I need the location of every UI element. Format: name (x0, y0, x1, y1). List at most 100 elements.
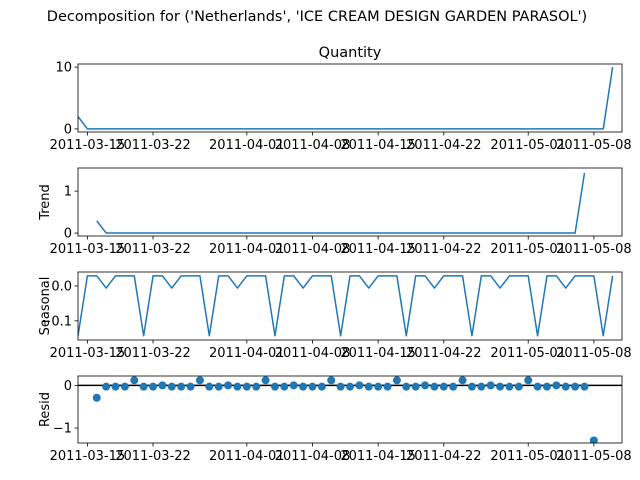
resid-point (430, 382, 439, 391)
resid-point (571, 382, 580, 391)
y-axis-label: Seasonal (38, 277, 53, 336)
resid-point (158, 381, 167, 390)
x-tick-label: 2011-04-08 (275, 138, 351, 153)
resid-point (214, 382, 223, 391)
x-tick-label: 2011-03-22 (115, 138, 191, 153)
resid-point (374, 382, 383, 391)
plot-area (78, 66, 614, 130)
resid-point (233, 382, 242, 391)
y-axis-label: Trend (38, 184, 53, 221)
y-tick-label: 1 (64, 185, 72, 200)
axes-frame (77, 167, 623, 237)
resid-point (580, 382, 589, 391)
x-tick-label: 2011-04-22 (406, 449, 482, 464)
resid-point (458, 376, 467, 385)
resid-point (411, 382, 420, 391)
resid-point (308, 382, 317, 391)
resid-point (149, 382, 158, 391)
x-tick-label: 2011-04-08 (275, 346, 351, 361)
axes-frame (77, 63, 623, 133)
resid-point (486, 381, 495, 390)
resid-point (317, 382, 326, 391)
plot-area (96, 172, 586, 234)
resid-point (252, 382, 261, 391)
y-tick-label: 0 (64, 122, 72, 137)
x-tick-label: 2011-04-22 (406, 138, 482, 153)
y-tick-label: 0.0 (51, 279, 72, 294)
plot-area (78, 275, 614, 337)
resid-point (261, 376, 270, 385)
x-tick-label: 2011-04-01 (209, 449, 285, 464)
resid-point (421, 381, 430, 390)
resid-point (449, 382, 458, 391)
resid-point (186, 382, 195, 391)
resid-point (299, 382, 308, 391)
resid-point (111, 382, 120, 391)
y-tick-label: −1 (53, 422, 72, 437)
resid-point (477, 382, 486, 391)
resid-point (205, 382, 214, 391)
resid-point (130, 376, 139, 385)
resid-point (177, 382, 186, 391)
resid-point (561, 382, 570, 391)
resid-point (92, 393, 101, 402)
resid-point (467, 382, 476, 391)
resid-point (364, 382, 373, 391)
resid-point (533, 382, 542, 391)
x-tick-label: 2011-05-01 (490, 242, 566, 257)
x-tick-label: 2011-03-15 (50, 138, 126, 153)
resid-point (589, 436, 598, 443)
resid-point (336, 382, 345, 391)
resid-point (327, 376, 336, 385)
x-tick-label: 2011-05-01 (490, 449, 566, 464)
resid-point (242, 382, 251, 391)
panel-title: Quantity (319, 45, 382, 61)
resid-point (496, 382, 505, 391)
resid-point (270, 382, 279, 391)
x-tick-label: 2011-03-15 (50, 346, 126, 361)
resid-point (139, 382, 148, 391)
figure-title: Decomposition for ('Netherlands', 'ICE C… (47, 9, 587, 25)
plot-area (78, 376, 622, 443)
y-tick-label: 0 (64, 379, 72, 394)
y-tick-label: −0.1 (40, 314, 72, 329)
x-tick-label: 2011-04-15 (340, 346, 416, 361)
resid-point (524, 376, 533, 385)
resid-point (224, 381, 233, 390)
resid-point (280, 382, 289, 391)
x-tick-label: 2011-03-22 (115, 242, 191, 257)
resid-point (402, 382, 411, 391)
resid-point (167, 382, 176, 391)
resid-point (102, 382, 111, 391)
resid-point (392, 376, 401, 385)
x-tick-label: 2011-04-01 (209, 346, 285, 361)
resid-point (346, 382, 354, 391)
axes-frame (77, 375, 623, 444)
x-tick-label: 2011-04-01 (209, 242, 285, 257)
x-tick-label: 2011-04-08 (275, 242, 351, 257)
resid-point (195, 376, 204, 385)
x-tick-label: 2011-03-22 (115, 346, 191, 361)
y-axis-label: Resid (38, 392, 53, 427)
x-tick-label: 2011-03-22 (115, 449, 191, 464)
resid-point (120, 382, 129, 391)
x-tick-label: 2011-05-01 (490, 346, 566, 361)
resid-point (439, 382, 448, 391)
x-tick-label: 2011-05-08 (556, 138, 632, 153)
resid-point (355, 381, 364, 390)
x-tick-label: 2011-04-15 (340, 242, 416, 257)
resid-point (552, 381, 561, 390)
x-tick-label: 2011-04-15 (340, 449, 416, 464)
x-tick-label: 2011-05-08 (556, 449, 632, 464)
x-tick-label: 2011-05-08 (556, 346, 632, 361)
resid-point (505, 382, 514, 391)
series-line (78, 275, 614, 337)
resid-point (514, 382, 523, 391)
y-tick-label: 10 (55, 61, 72, 76)
x-tick-label: 2011-04-22 (406, 346, 482, 361)
